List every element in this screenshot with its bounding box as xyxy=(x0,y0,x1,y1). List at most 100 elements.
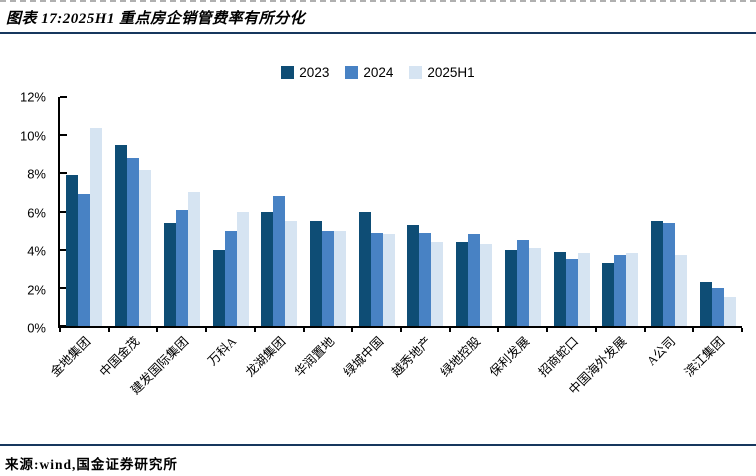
top-dashed-divider xyxy=(0,0,756,2)
legend-swatch-2024 xyxy=(345,66,359,79)
x-axis-label: A公司 xyxy=(644,334,679,369)
bar-2025H1 xyxy=(480,243,493,326)
x-axis-tick xyxy=(302,328,305,332)
bar-group: 万科A xyxy=(206,97,255,368)
legend-label-2024: 2024 xyxy=(363,65,394,80)
bar-2023 xyxy=(650,221,663,326)
bar-group: 中国金茂 xyxy=(97,97,158,380)
bar-2025H1 xyxy=(674,255,687,326)
legend-item-2024: 2024 xyxy=(345,65,393,80)
y-axis-tick xyxy=(60,172,67,175)
footer-rule xyxy=(0,444,756,446)
x-axis-tick xyxy=(59,328,61,332)
x-axis-tick xyxy=(497,328,500,332)
x-axis-label: 招商蛇口 xyxy=(535,334,581,380)
bar-2023 xyxy=(358,211,371,326)
y-axis-label: 6% xyxy=(27,205,46,220)
bar-2025H1 xyxy=(626,253,639,326)
legend-item-2025h1: 2025H1 xyxy=(409,65,475,80)
bar-2024 xyxy=(614,255,627,326)
bar-2023 xyxy=(261,211,274,326)
bar-2025H1 xyxy=(187,192,200,326)
bar-2023 xyxy=(309,221,322,326)
y-axis: 0% 2% 4% 6% 8% 10% 12% xyxy=(0,91,52,335)
bar-group: 中国海外发展 xyxy=(567,97,645,397)
x-axis-tick xyxy=(400,328,402,332)
legend-label-2025h1: 2025H1 xyxy=(427,65,475,80)
bar-2025H1 xyxy=(528,247,541,326)
bar-2024 xyxy=(662,222,675,326)
y-axis-label: 2% xyxy=(27,282,46,298)
bar-group: 华润置地 xyxy=(292,97,353,380)
y-axis-label: 8% xyxy=(27,166,46,182)
y-axis-label: 4% xyxy=(27,243,46,259)
legend-swatch-2025h1 xyxy=(409,66,423,79)
y-axis-tick xyxy=(60,248,67,251)
x-axis-label: 华润置地 xyxy=(291,334,338,380)
source-note: 来源:wind,国金证券研究所 xyxy=(5,457,178,472)
y-axis-label: 10% xyxy=(19,128,46,143)
x-axis-tick xyxy=(692,328,695,332)
legend-item-2023: 2023 xyxy=(281,65,329,80)
bar-2023 xyxy=(602,263,615,326)
bar-2024 xyxy=(273,196,286,326)
x-axis-label: 保利发展 xyxy=(486,334,533,380)
x-axis-label: 龙湖集团 xyxy=(243,334,289,380)
legend-swatch-2023 xyxy=(281,66,295,79)
bar-2024 xyxy=(224,230,237,326)
bar-2023 xyxy=(699,282,712,326)
bar-group: 绿地控股 xyxy=(438,97,499,380)
x-axis-tick xyxy=(205,328,208,332)
y-axis-tick xyxy=(60,134,67,137)
bar-2024 xyxy=(321,230,334,326)
bar-group: 绿城中国 xyxy=(341,97,401,380)
bar-2025H1 xyxy=(333,230,346,326)
x-axis-tick xyxy=(253,328,256,332)
x-axis-tick xyxy=(351,328,354,332)
bar-2025H1 xyxy=(236,211,249,326)
bar-2023 xyxy=(504,249,517,326)
x-axis-tick xyxy=(741,328,743,332)
bar-2025H1 xyxy=(382,234,395,326)
bar-2023 xyxy=(553,251,566,326)
x-axis-label: 金地集团 xyxy=(48,334,94,380)
bar-2025H1 xyxy=(723,297,736,326)
title-rule xyxy=(0,32,756,34)
bar-2024 xyxy=(370,232,383,326)
y-axis-label: 12% xyxy=(19,89,46,105)
bar-2023 xyxy=(163,222,176,326)
bar-2023 xyxy=(456,242,469,326)
chart-legend: 2023 2024 2025H1 xyxy=(0,65,756,80)
figure-title: 图表 17:2025H1 重点房企销管费率有所分化 xyxy=(6,11,306,27)
bar-group: 保利发展 xyxy=(487,97,547,380)
bar-2024 xyxy=(565,259,578,326)
bar-2024 xyxy=(711,287,724,326)
x-axis-tick xyxy=(107,328,110,332)
bar-group: A公司 xyxy=(644,97,694,368)
bar-group: 建发国际集团 xyxy=(128,97,206,397)
bar-2024 xyxy=(127,158,140,326)
y-axis-tick xyxy=(60,96,67,98)
bar-group: 龙湖集团 xyxy=(243,97,304,380)
bar-2023 xyxy=(115,144,128,326)
x-axis-label: 越秀地产 xyxy=(389,334,435,380)
x-axis-tick xyxy=(643,328,646,332)
bar-group: 越秀地产 xyxy=(389,97,450,380)
bar-chart-plot: 金地集团 中国金茂 建发国际集团 万科A 龙湖集团 华润置地 绿城中国 越秀地产 绿地控股 保利发… xyxy=(48,96,743,397)
x-axis-label: 滨江集团 xyxy=(681,334,727,380)
bar-2023 xyxy=(66,175,79,326)
bar-2025H1 xyxy=(139,169,152,326)
bar-2025H1 xyxy=(431,242,444,326)
y-axis-label: 0% xyxy=(27,320,46,336)
bar-2023 xyxy=(212,249,225,326)
x-axis-tick xyxy=(156,328,159,332)
x-axis-tick xyxy=(594,328,597,332)
bar-2025H1 xyxy=(577,253,590,326)
bar-2024 xyxy=(516,240,529,326)
bar-2025H1 xyxy=(285,221,298,326)
x-axis-tick xyxy=(546,328,549,332)
x-axis-label: 中国金茂 xyxy=(97,334,143,380)
bar-group: 滨江集团 xyxy=(682,97,742,380)
x-axis-label: 万科A xyxy=(205,334,240,369)
